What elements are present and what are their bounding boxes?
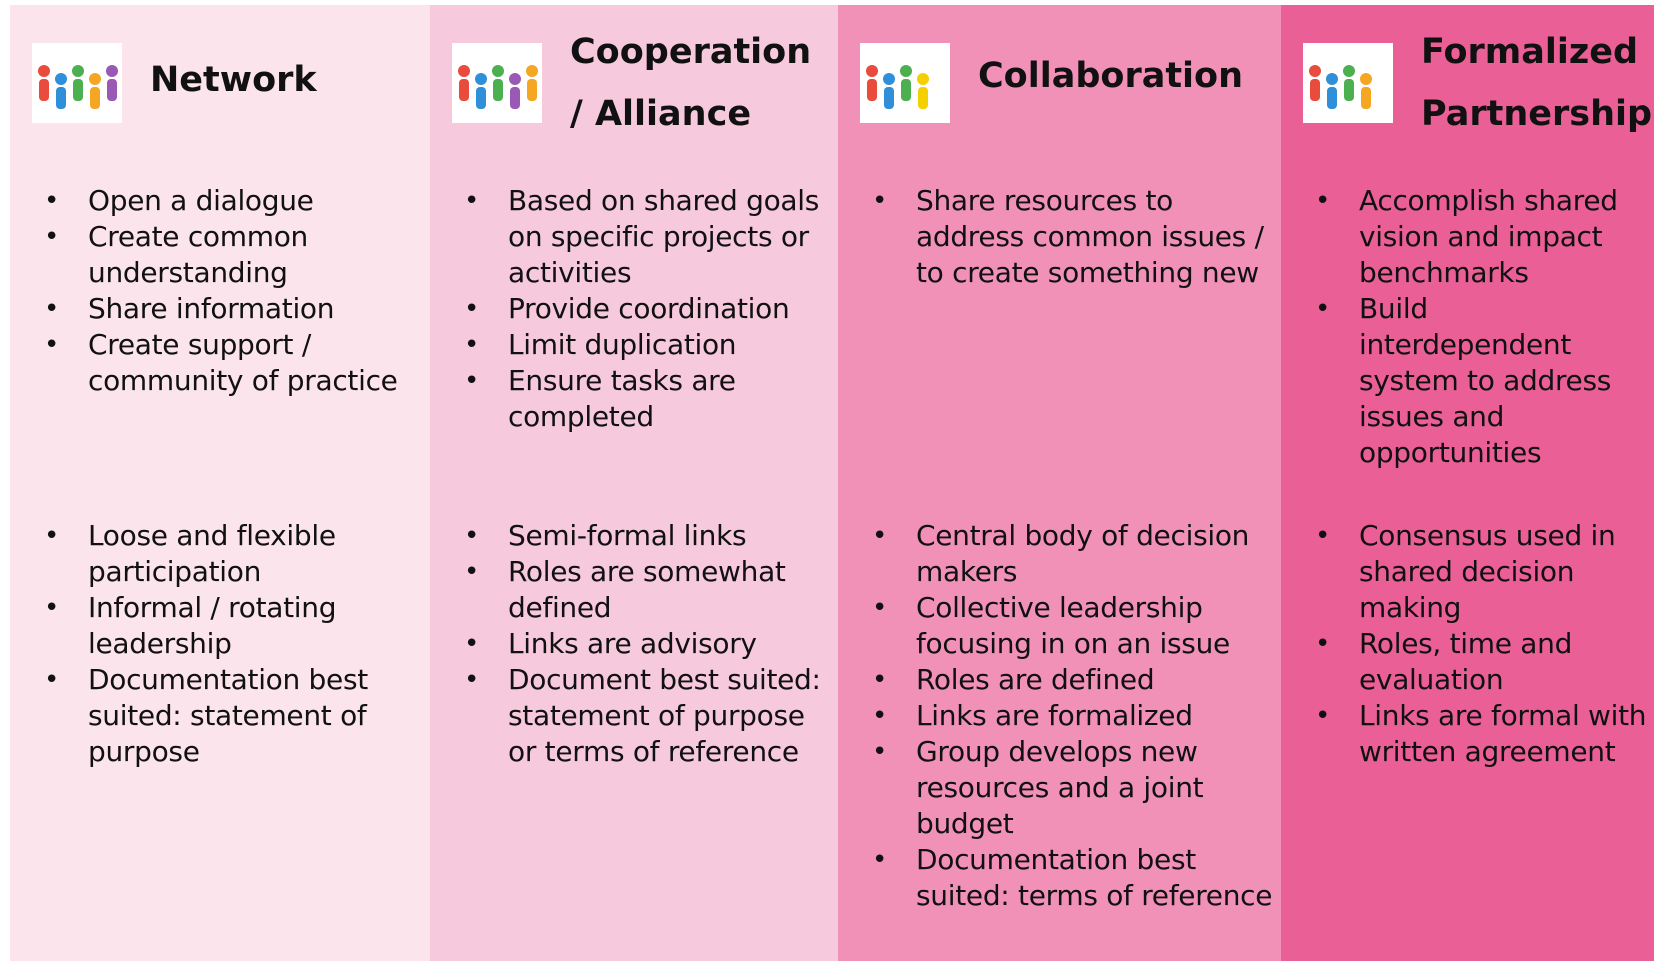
bullet-item: Document best suited: statement of purpo… — [464, 662, 832, 770]
bullet-item: Collective leadership focusing in on an … — [872, 590, 1275, 662]
bullet-item: Loose and flexible participation — [44, 518, 424, 590]
bullet-item: Limit duplication — [464, 327, 832, 363]
column-title: Formalized Partnership — [1421, 32, 1653, 134]
column: Formalized Partnership Accomplish shared … — [1281, 5, 1654, 961]
bullet-item: Open a dialogue — [44, 183, 424, 219]
bullet-item: Share resources to address common issues… — [872, 183, 1275, 291]
bullet-item: Roles, time and evaluation — [1315, 626, 1648, 698]
column-title: Cooperation / Alliance — [570, 32, 812, 134]
bullet-item: Create support / community of practice — [44, 327, 424, 399]
bullet-list: Based on shared goals on specific projec… — [430, 183, 832, 435]
bullet-item: Build interdependent system to address i… — [1315, 291, 1648, 471]
bullet-item: Ensure tasks are completed — [464, 363, 832, 435]
column: Network Open a dialogueCreate common unde… — [10, 5, 430, 961]
icon — [32, 43, 122, 123]
bullet-item: Links are advisory — [464, 626, 832, 662]
bullet-list: Accomplish shared vision and impact benc… — [1281, 183, 1648, 471]
bullet-list: Consensus used in shared decision making… — [1281, 518, 1648, 770]
bullet-item: Documentation best suited: terms of refe… — [872, 842, 1275, 914]
column-title: Network — [150, 60, 317, 100]
bullet-list: Central body of decision makersCollectiv… — [838, 518, 1275, 914]
column: Collaboration Share resources to address … — [838, 5, 1281, 961]
column-title: Collaboration — [978, 56, 1244, 96]
bullet-item: Roles are somewhat defined — [464, 554, 832, 626]
icon — [452, 43, 542, 123]
bullet-item: Documentation best suited: statement of … — [44, 662, 424, 770]
bullet-list: Semi-formal linksRoles are somewhat defi… — [430, 518, 832, 770]
bullet-item: Semi-formal links — [464, 518, 832, 554]
bullet-item: Based on shared goals on specific projec… — [464, 183, 832, 291]
icon — [1303, 43, 1393, 123]
bullet-item: Create common understanding — [44, 219, 424, 291]
bullet-list: Share resources to address common issues… — [838, 183, 1275, 291]
bullet-item: Informal / rotating leadership — [44, 590, 424, 662]
bullet-list: Open a dialogueCreate common understandi… — [10, 183, 424, 399]
column: Cooperation / Alliance Based on shared go… — [430, 5, 838, 961]
icon — [860, 43, 950, 123]
bullet-item: Share information — [44, 291, 424, 327]
bullet-item: Links are formalized — [872, 698, 1275, 734]
bullet-item: Provide coordination — [464, 291, 832, 327]
bullet-item: Consensus used in shared decision making — [1315, 518, 1648, 626]
bullet-item: Accomplish shared vision and impact benc… — [1315, 183, 1648, 291]
bullet-item: Group develops new resources and a joint… — [872, 734, 1275, 842]
bullet-item: Central body of decision makers — [872, 518, 1275, 590]
bullet-item: Roles are defined — [872, 662, 1275, 698]
bullet-item: Links are formal with written agreement — [1315, 698, 1648, 770]
bullet-list: Loose and flexible participationInformal… — [10, 518, 424, 770]
